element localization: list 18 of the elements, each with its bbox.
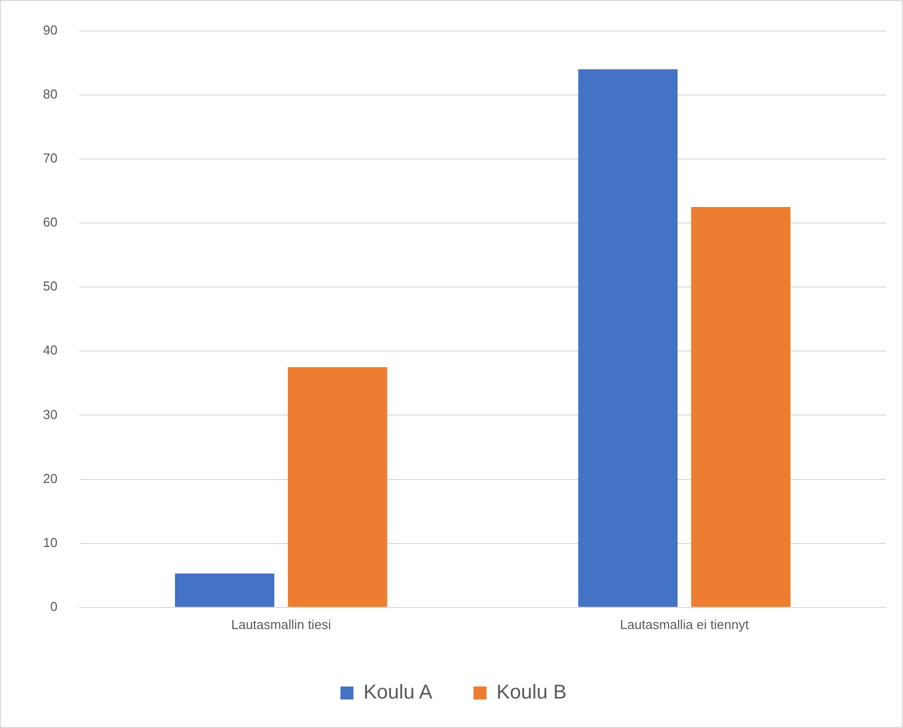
legend-label: Koulu A xyxy=(363,682,434,704)
x-tick-label: Lautasmallia ei tiennyt xyxy=(620,616,750,632)
y-tick-label: 0 xyxy=(50,598,58,614)
y-tick-label: 60 xyxy=(42,214,58,230)
y-tick-label: 20 xyxy=(42,470,58,486)
y-tick-label: 30 xyxy=(42,406,58,422)
y-tick-label: 90 xyxy=(42,22,58,38)
y-tick-label: 50 xyxy=(42,278,58,294)
bar xyxy=(174,573,274,607)
y-tick-label: 10 xyxy=(42,534,58,550)
x-tick-label: Lautasmallin tiesi xyxy=(231,616,332,632)
bar xyxy=(691,206,791,607)
y-tick-label: 40 xyxy=(42,342,58,358)
legend-label: Koulu B xyxy=(496,682,567,704)
y-tick-label: 80 xyxy=(42,86,58,102)
y-tick-label: 70 xyxy=(42,150,58,166)
bar xyxy=(578,69,678,607)
bar xyxy=(288,367,388,607)
